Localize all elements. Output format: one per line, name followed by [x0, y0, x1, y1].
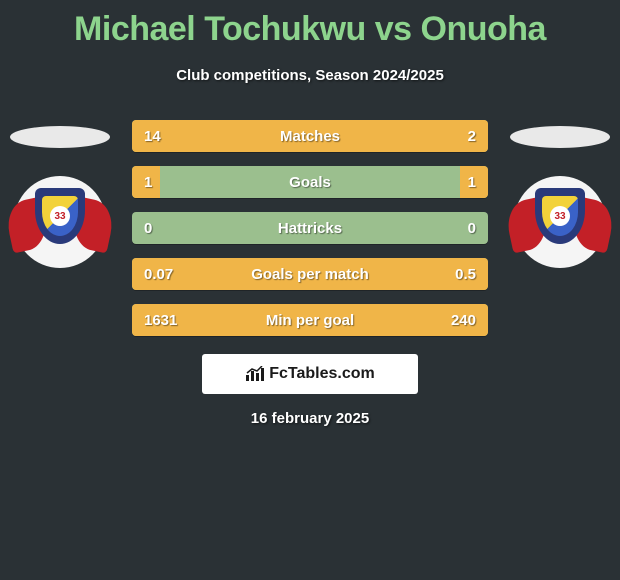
- player-left-oval: [10, 126, 110, 148]
- stat-right-value: 1: [468, 166, 476, 198]
- stat-right-value: 0.5: [455, 258, 476, 290]
- club-badge-left: 33: [14, 176, 106, 268]
- subtitle: Club competitions, Season 2024/2025: [0, 67, 620, 84]
- badge-number-right: 33: [550, 206, 570, 226]
- date-label: 16 february 2025: [0, 410, 620, 427]
- stat-label: Goals per match: [132, 258, 488, 290]
- stat-right-value: 2: [468, 120, 476, 152]
- stat-label: Matches: [132, 120, 488, 152]
- stat-label: Hattricks: [132, 212, 488, 244]
- stat-right-value: 0: [468, 212, 476, 244]
- stat-row-hattricks: 0 Hattricks 0: [132, 212, 488, 244]
- brand-link[interactable]: FcTables.com: [202, 354, 418, 394]
- stat-row-gpm: 0.07 Goals per match 0.5: [132, 258, 488, 290]
- badge-number-left: 33: [50, 206, 70, 226]
- stats-panel: 14 Matches 2 1 Goals 1 0 Hattricks 0 0.0…: [132, 120, 488, 350]
- club-badge-right: 33: [514, 176, 606, 268]
- stat-row-goals: 1 Goals 1: [132, 166, 488, 198]
- stat-row-matches: 14 Matches 2: [132, 120, 488, 152]
- stat-label: Min per goal: [132, 304, 488, 336]
- brand-text: FcTables.com: [269, 365, 375, 383]
- stat-row-mpg: 1631 Min per goal 240: [132, 304, 488, 336]
- page-title: Michael Tochukwu vs Onuoha: [0, 0, 620, 49]
- stat-label: Goals: [132, 166, 488, 198]
- stat-right-value: 240: [451, 304, 476, 336]
- bar-chart-icon: [245, 366, 265, 382]
- player-right-oval: [510, 126, 610, 148]
